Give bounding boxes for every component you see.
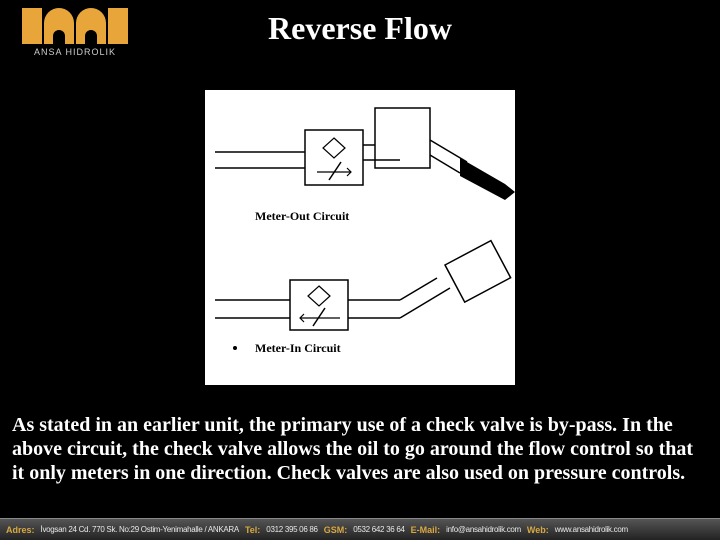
hydraulic-diagram: Meter-Out Circuit Meter-In Circuit <box>205 90 515 385</box>
page-title: Reverse Flow <box>0 10 720 47</box>
footer-email-label: E-Mail: <box>411 525 441 535</box>
logo-text: ANSA HIDROLIK <box>34 47 116 57</box>
footer-web-label: Web: <box>527 525 549 535</box>
footer-email: info@ansahidrolik.com <box>446 525 521 534</box>
footer-tel-label: Tel: <box>245 525 260 535</box>
footer-web: www.ansahidrolik.com <box>555 525 628 534</box>
caption-meter-in: Meter-In Circuit <box>255 341 341 355</box>
diagram-area: Meter-Out Circuit Meter-In Circuit <box>205 90 515 385</box>
footer-gsm: 0532 642 36 64 <box>353 525 404 534</box>
footer-bar: Adres: İvogsan 24 Cd. 770 Sk. No:29 Osti… <box>0 518 720 540</box>
body-paragraph: As stated in an earlier unit, the primar… <box>12 413 708 485</box>
footer-address-label: Adres: <box>6 525 35 535</box>
footer-gsm-label: GSM: <box>324 525 348 535</box>
caption-meter-out: Meter-Out Circuit <box>255 209 349 223</box>
footer-address: İvogsan 24 Cd. 770 Sk. No:29 Ostim-Yenim… <box>41 525 239 534</box>
footer-tel: 0312 395 06 86 <box>266 525 317 534</box>
